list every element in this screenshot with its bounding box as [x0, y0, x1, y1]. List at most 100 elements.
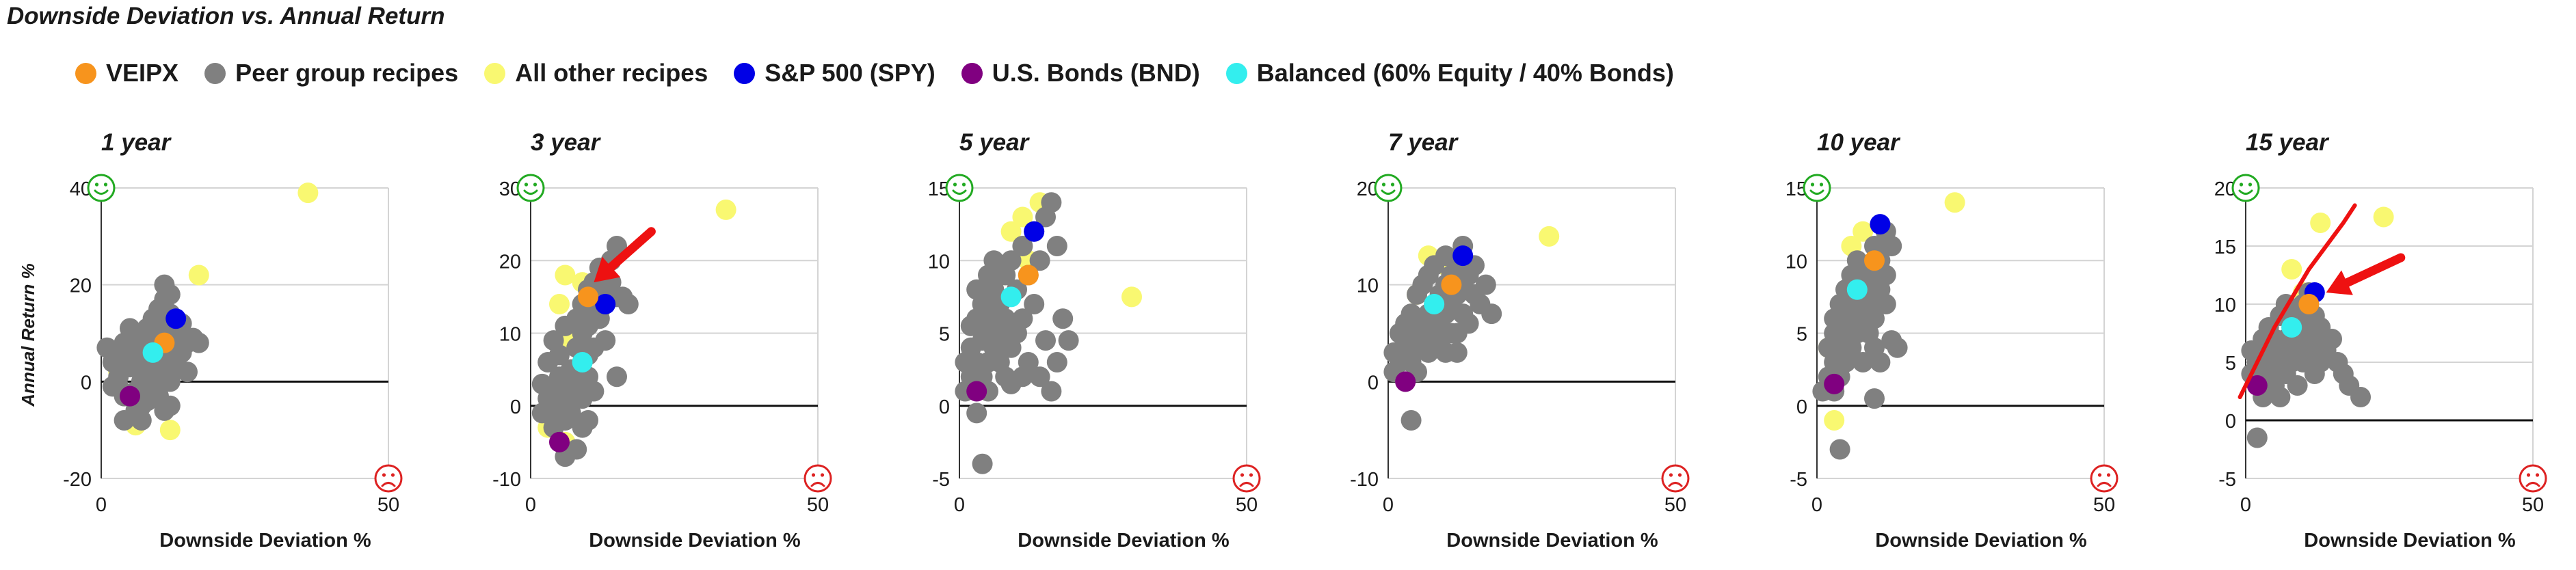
y-tick-label: -10 — [492, 469, 521, 491]
data-point-peer-group-recipes — [1446, 323, 1468, 344]
smiley-face-icon-eye — [953, 182, 957, 187]
smiley-face-icon — [1374, 174, 1403, 202]
x-tick-label: 50 — [1664, 494, 1686, 516]
x-axis-label: Downside Deviation % — [1446, 530, 1658, 552]
data-point-all-other-recipes — [1539, 226, 1560, 247]
legend-marker-peer-group — [204, 62, 226, 84]
data-point-peer-group-recipes — [1012, 308, 1033, 329]
data-point-veipx — [2298, 294, 2320, 314]
data-point-all-other-recipes — [1012, 206, 1033, 228]
data-point-veipx — [1018, 264, 1039, 286]
data-point-peer-group-recipes — [607, 366, 627, 388]
frowny-face-icon-eye — [1240, 473, 1245, 477]
smiley-face-icon — [945, 174, 974, 202]
frowny-face-icon-eye — [1669, 473, 1673, 477]
data-point-balanced — [1000, 286, 1022, 308]
data-point-peer-group-recipes — [2287, 375, 2308, 396]
y-tick-label: -10 — [1350, 469, 1379, 491]
data-point-peer-group-recipes — [1846, 250, 1868, 271]
smiley-face-icon-eye — [1390, 182, 1395, 187]
frowny-face-icon-mouth — [2525, 482, 2540, 487]
y-tick-label: 0 — [939, 396, 950, 418]
data-point-s-p-500-spy — [1452, 245, 1474, 267]
smiley-face-icon-outline — [1803, 174, 1831, 202]
x-tick-label: 50 — [2522, 494, 2544, 516]
smiley-face-icon-eye — [524, 182, 529, 187]
data-point-veipx — [578, 286, 598, 308]
data-point-peer-group-recipes — [1870, 352, 1891, 372]
data-point-peer-group-recipes — [566, 439, 587, 460]
data-point-peer-group-recipes — [1864, 388, 1885, 409]
x-tick-label: 50 — [1236, 494, 1258, 516]
data-point-peer-group-recipes — [1864, 308, 1885, 329]
y-tick-label: 10 — [2214, 295, 2236, 316]
legend: VEIPX Peer group recipes All other recip… — [75, 56, 1674, 90]
smiley-face-icon-outline — [516, 174, 545, 202]
x-tick-label: 50 — [377, 494, 399, 516]
chart-title: 15 year — [2246, 129, 2330, 156]
data-point-peer-group-recipes — [555, 410, 576, 431]
frowny-face-icon-mouth — [1668, 482, 1683, 487]
data-point-all-other-recipes — [159, 420, 181, 441]
data-point-u-s-bonds-bnd — [2246, 375, 2268, 396]
data-point-peer-group-recipes — [1029, 366, 1050, 388]
x-axis-label: Downside Deviation % — [1018, 530, 1230, 552]
data-point-peer-group-recipes — [2270, 387, 2291, 407]
data-point-peer-group-recipes — [159, 395, 181, 416]
frowny-face-icon-eye — [2097, 473, 2102, 477]
data-point-balanced — [142, 342, 163, 363]
data-point-all-other-recipes — [549, 294, 570, 314]
data-point-peer-group-recipes — [983, 250, 1005, 271]
legend-item-all-other[interactable]: All other recipes — [484, 59, 708, 87]
smiley-face-icon-eye — [1810, 182, 1815, 187]
frowny-face-icon — [1232, 464, 1261, 493]
legend-label-bnd: U.S. Bonds (BND) — [992, 59, 1200, 87]
x-axis-label: Downside Deviation % — [1875, 530, 2087, 552]
data-point-balanced — [572, 352, 593, 372]
data-point-peer-group-recipes — [1435, 342, 1456, 363]
annotation-arrow-shaft — [2342, 253, 2406, 288]
smiley-face-icon-mouth — [94, 189, 109, 195]
legend-item-balanced[interactable]: Balanced (60% Equity / 40% Bonds) — [1225, 59, 1674, 87]
data-point-peer-group-recipes — [1052, 308, 1074, 329]
frowny-face-icon-outline — [2519, 464, 2547, 493]
frowny-face-icon — [2090, 464, 2119, 493]
frowny-face-icon-eye — [1677, 473, 1682, 477]
x-tick-label: 0 — [1383, 494, 1394, 516]
legend-item-veipx[interactable]: VEIPX — [75, 59, 178, 87]
legend-label-veipx: VEIPX — [106, 59, 179, 87]
data-point-peer-group-recipes — [177, 362, 198, 383]
smiley-face-icon-mouth — [1381, 189, 1396, 195]
x-axis-label: Downside Deviation % — [159, 530, 371, 552]
smiley-face-icon-eye — [961, 182, 966, 187]
data-point-all-other-recipes — [715, 199, 736, 220]
frowny-face-icon-eye — [2535, 473, 2540, 477]
x-tick-label: 0 — [954, 494, 965, 516]
legend-item-spy[interactable]: S&P 500 (SPY) — [734, 59, 935, 87]
smiley-face-icon-eye — [1381, 182, 1386, 187]
legend-label-spy: S&P 500 (SPY) — [765, 59, 935, 87]
legend-marker-veipx — [75, 62, 96, 84]
smiley-face-icon-outline — [87, 174, 116, 202]
data-point-peer-group-recipes — [583, 381, 605, 402]
data-point-peer-group-recipes — [1024, 294, 1045, 314]
chart-title: 3 year — [531, 129, 602, 156]
data-point-peer-group-recipes — [607, 236, 627, 256]
y-tick-label: 10 — [1785, 251, 1807, 273]
data-point-peer-group-recipes — [1046, 352, 1067, 372]
y-tick-label: 20 — [70, 275, 92, 297]
data-point-peer-group-recipes — [995, 308, 1016, 329]
smiley-face-icon-eye — [94, 182, 99, 187]
legend-item-bnd[interactable]: U.S. Bonds (BND) — [961, 59, 1200, 87]
data-point-balanced — [2281, 317, 2302, 338]
y-tick-label: -5 — [2218, 469, 2236, 491]
smiley-face-icon-outline — [945, 174, 974, 202]
y-tick-label: -5 — [932, 469, 950, 491]
legend-item-peer-group[interactable]: Peer group recipes — [204, 59, 458, 87]
data-point-peer-group-recipes — [1035, 330, 1056, 351]
